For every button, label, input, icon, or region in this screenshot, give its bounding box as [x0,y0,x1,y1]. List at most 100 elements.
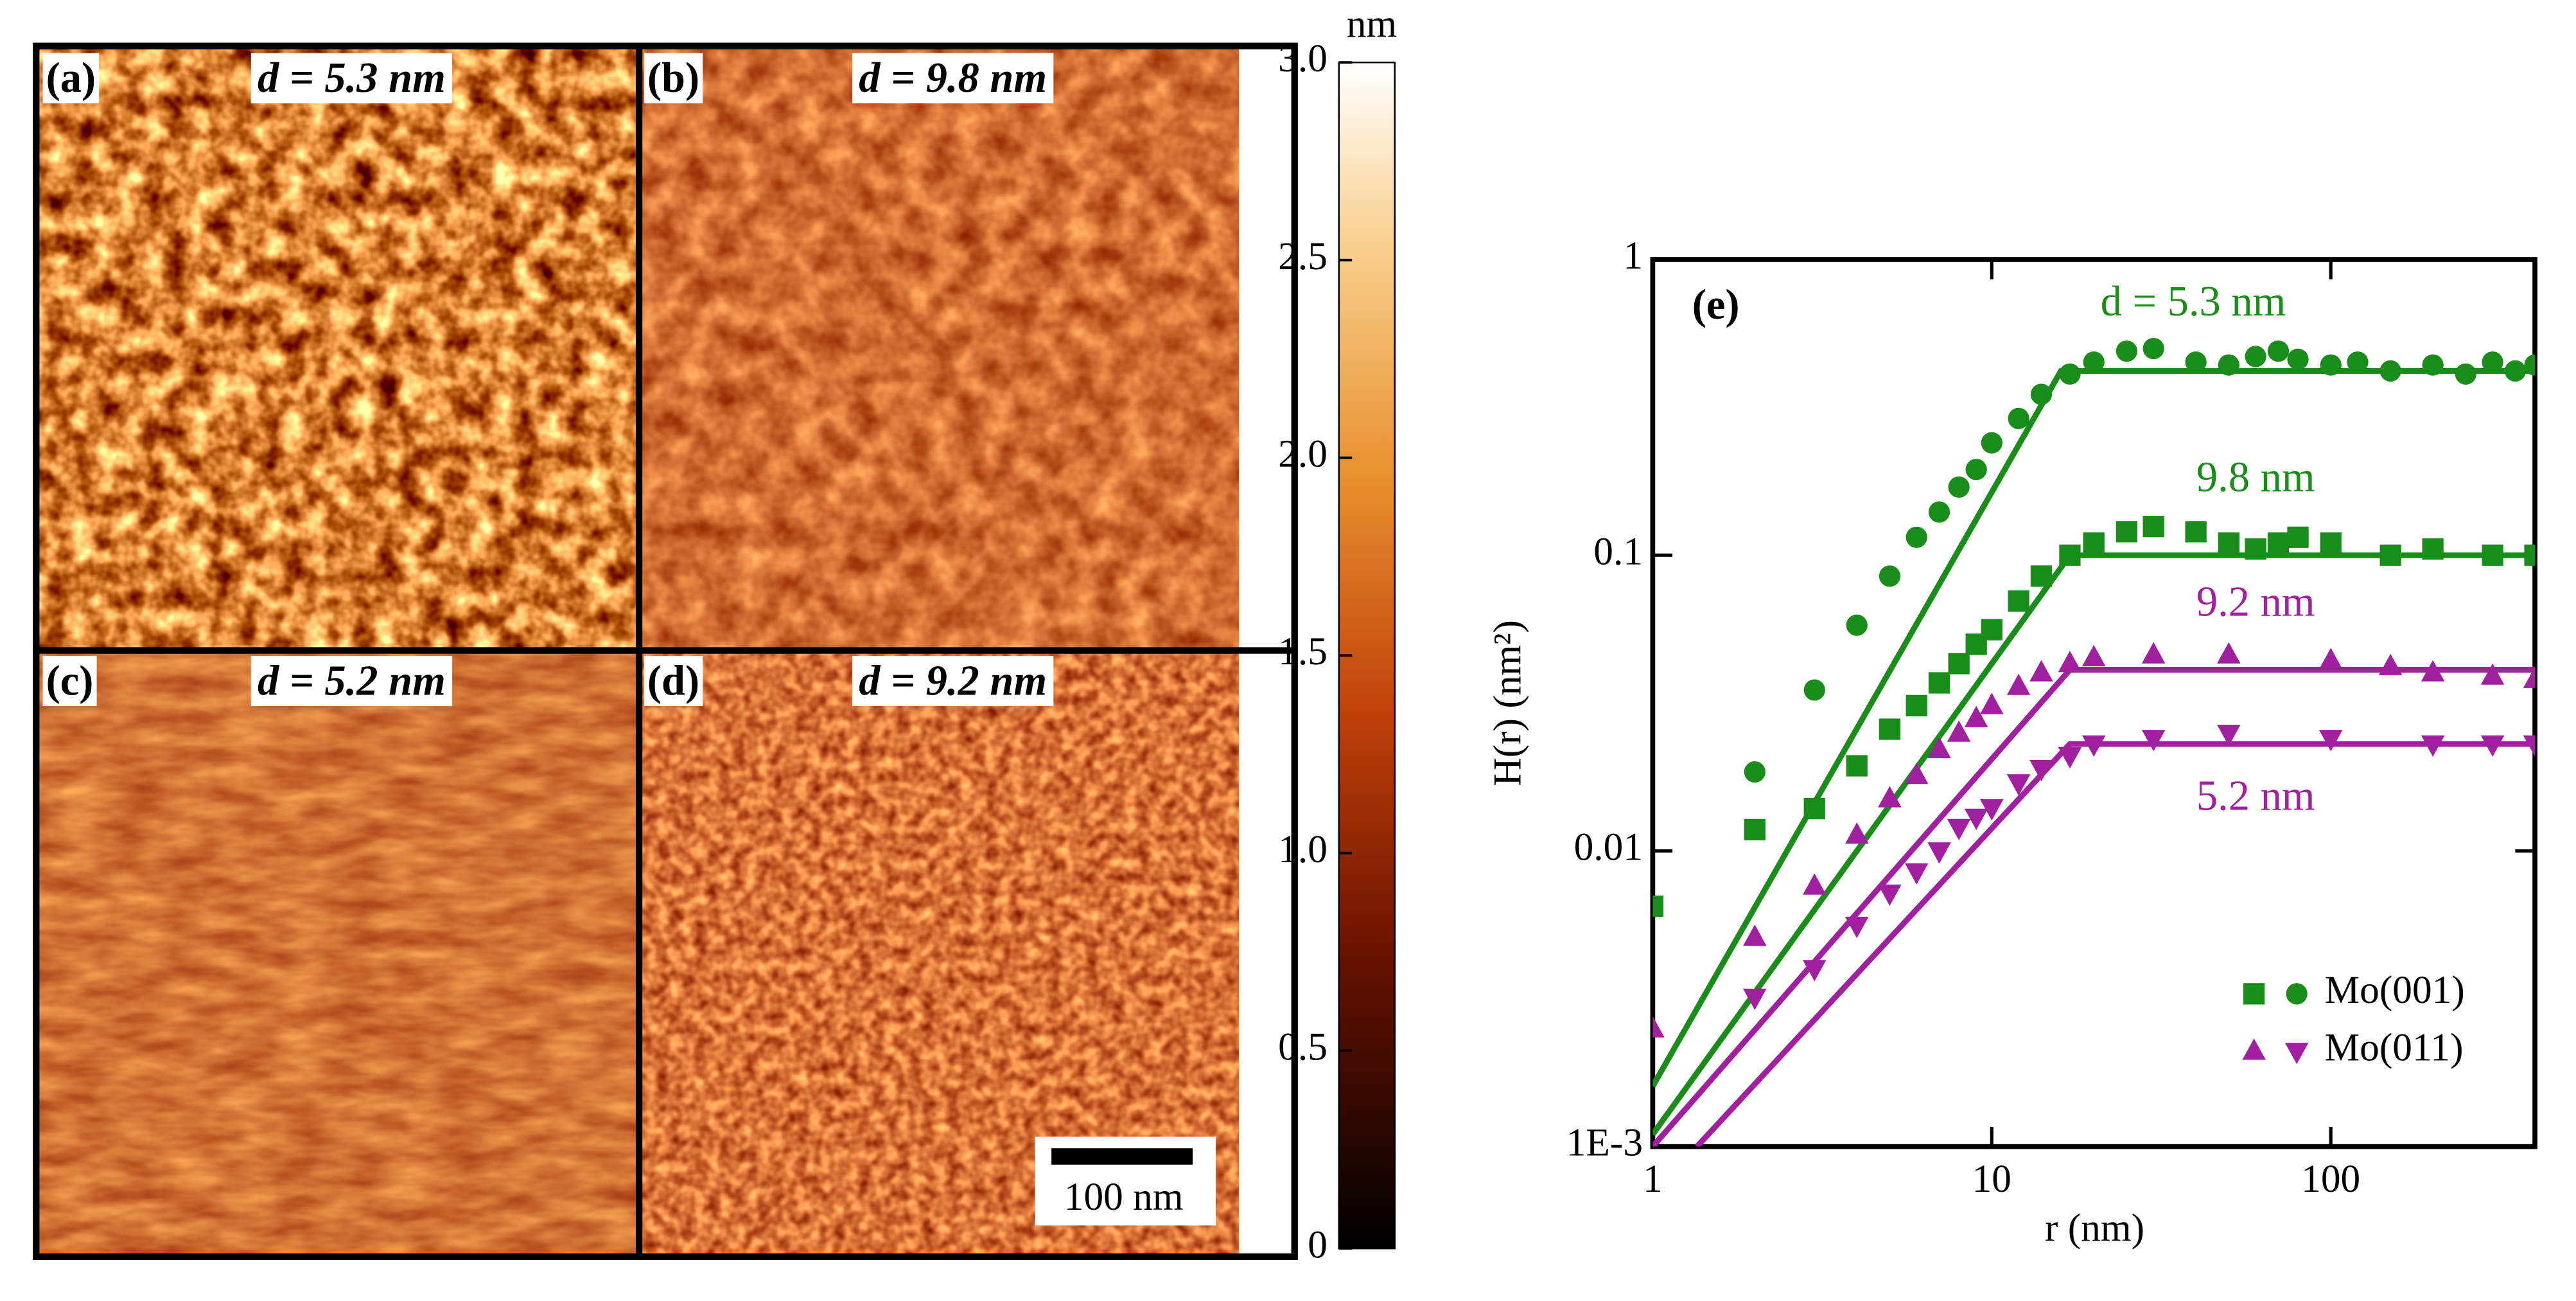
data-point [2058,747,2082,769]
data-point [2455,363,2476,385]
data-point [1928,501,1950,523]
data-point [1981,619,2002,641]
data-point [1906,526,1927,548]
data-point [2217,642,2241,664]
data-point [1927,842,1951,864]
colorbar-tick-label: 1.0 [1278,828,1327,871]
label-background [250,655,453,707]
panel-label: (b) [647,55,699,102]
colorbar-tick-label: 2.5 [1278,235,1327,278]
data-point [2006,673,2031,695]
data-point [2245,538,2266,560]
data-point [1904,863,1929,885]
data-point [2318,730,2343,752]
data-point [2421,660,2445,682]
data-point [2504,360,2527,382]
data-point [1803,797,1825,820]
plot-frame [1650,257,2537,1149]
data-point [2059,363,2081,385]
afm-image [640,49,1239,651]
legend-marker [2242,1038,2266,1060]
label-background [42,655,97,707]
legend-marker [2284,1043,2309,1065]
data-point [1878,786,1902,808]
data-point [1948,653,1970,675]
data-point [1965,459,1987,481]
data-point [2320,354,2342,376]
data-point [2081,644,2106,667]
label-background [42,53,100,103]
legend-marker [2286,983,2308,1005]
data-point [1744,761,1766,783]
data-point [2029,759,2053,782]
data-point [1803,679,1825,701]
data-point [2218,354,2239,376]
data-point [2245,346,2266,367]
data-point [2347,351,2369,373]
legend-label: Mo(011) [2325,1025,2464,1069]
series-label: d = 5.3 nm [2101,278,2286,325]
data-point [1846,614,1868,636]
data-point [2218,532,2239,554]
label-background [644,53,703,103]
label-background [852,53,1054,103]
data-point [2142,337,2164,360]
data-point [2141,642,2166,664]
data-point [2081,735,2106,757]
data-point [1927,736,1951,759]
colorbar-tick-label: 0.5 [1278,1025,1327,1069]
data-point [2008,590,2029,612]
data-point [2008,407,2029,430]
data-point [1964,808,1988,830]
data-point [1844,822,1869,844]
data-point [2267,340,2290,362]
colorbar-unit: nm [1347,3,1397,46]
series-label: 9.2 nm [2196,579,2315,626]
colorbar-tick-label: 1.5 [1278,630,1327,673]
panel-label: (c) [46,657,94,704]
label-background [644,655,703,707]
data-point [1743,988,1767,1011]
x-axis-title: r (nm) [2045,1207,2144,1250]
data-point [2421,735,2445,757]
panel-label: (a) [46,55,96,102]
data-point [2422,354,2444,376]
data-point [2083,532,2105,554]
data-point [2422,538,2444,560]
colorbar-tick-label: 0 [1308,1223,1327,1266]
data-point [1947,819,1971,840]
panel-title: d = 5.2 nm [258,657,446,704]
data-point [2141,730,2166,752]
label-background [250,53,453,103]
y-tick-label: 0.01 [1574,826,1643,869]
y-tick-label: 1 [1623,234,1643,278]
data-point [1652,1016,1665,1038]
data-point [1980,799,2004,821]
data-point [2318,648,2343,669]
fit-line [1694,741,2536,1147]
data-point [2287,348,2309,370]
data-point [1802,960,1827,982]
panel-label: (d) [647,657,699,704]
data-point [1652,895,1664,917]
data-point [1743,925,1767,946]
panel-title: d = 9.2 nm [859,657,1047,704]
series-label: 9.8 nm [2196,454,2315,500]
colorbar-tick-label: 3.0 [1278,37,1327,80]
data-point [2480,735,2505,757]
data-point [1802,873,1827,895]
data-point [1844,917,1869,939]
data-point [2320,532,2342,554]
panel-title: d = 9.8 nm [859,55,1047,102]
data-point [2480,663,2505,685]
data-point [2524,544,2536,566]
data-point [2083,351,2105,373]
legend-label: Mo(001) [2325,968,2465,1012]
data-point [2185,521,2207,543]
afm-image [39,49,638,651]
data-point [2287,526,2309,548]
data-point [1947,720,1971,742]
data-point [1948,476,1970,498]
series-label: 5.2 nm [2196,772,2315,819]
